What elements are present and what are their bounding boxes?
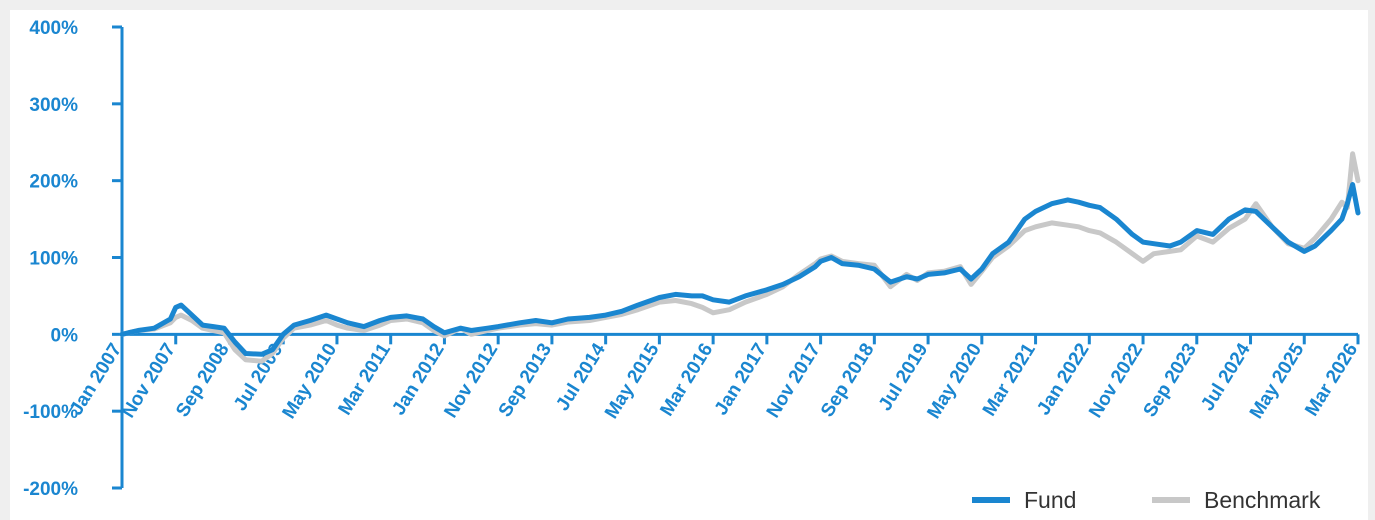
legend-label-benchmark: Benchmark xyxy=(1204,487,1321,513)
y-tick-label: -100% xyxy=(23,402,78,423)
x-tick-label: Nov 2007 xyxy=(118,340,180,422)
x-tick-label: Jul 2014 xyxy=(552,339,610,414)
series-line-benchmark xyxy=(119,151,1361,364)
x-tick-label: Mar 2021 xyxy=(979,339,1040,419)
performance-chart: 400%300%200%100%0%-100%-200%Jan 2007Nov … xyxy=(23,18,1362,513)
x-tick-label: Nov 2017 xyxy=(763,340,825,422)
x-tick-label: Sep 2023 xyxy=(1140,340,1201,421)
x-tick-label: Nov 2022 xyxy=(1085,340,1147,422)
x-tick-label: Sep 2013 xyxy=(495,340,556,421)
x-tick-label: Mar 2011 xyxy=(335,339,396,419)
series-line-fund xyxy=(119,182,1361,357)
x-tick-label: Sep 2018 xyxy=(817,340,878,421)
x-tick-label: May 2020 xyxy=(923,340,986,423)
x-tick-label: May 2015 xyxy=(601,339,664,422)
x-tick-label: Nov 2012 xyxy=(440,340,502,422)
y-tick-label: -200% xyxy=(23,479,78,500)
x-tick-label: Jul 2019 xyxy=(875,340,933,415)
y-tick-label: 300% xyxy=(29,95,78,116)
x-tick-label: Jan 2022 xyxy=(1033,340,1093,419)
y-tick-label: 100% xyxy=(29,249,78,270)
y-tick-label: 0% xyxy=(51,325,79,346)
legend-label-fund: Fund xyxy=(1024,487,1076,513)
y-tick-label: 200% xyxy=(29,172,78,193)
x-tick-label: Sep 2008 xyxy=(172,340,233,421)
chart-panel: 400% 300% 200% 100% 0% -100% -200% Jan 2007 Nov … xyxy=(10,10,1368,520)
x-tick-label: Mar 2016 xyxy=(656,340,717,420)
x-tick-label: Jan 2007 xyxy=(66,340,126,419)
y-tick-label: 400% xyxy=(29,18,78,39)
x-tick-label: Jan 2012 xyxy=(388,340,448,419)
x-tick-label: May 2010 xyxy=(279,340,342,423)
x-tick-label: Jul 2024 xyxy=(1197,339,1255,414)
x-tick-label: Mar 2026 xyxy=(1301,340,1362,420)
x-tick-label: Jan 2017 xyxy=(711,340,771,419)
x-tick-label: May 2025 xyxy=(1246,339,1309,422)
